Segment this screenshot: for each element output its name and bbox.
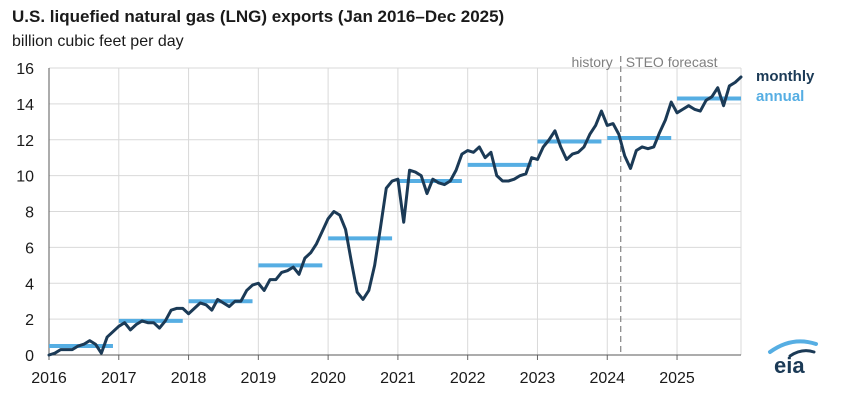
- monthly-series: [47, 75, 743, 357]
- y-tick-label: 14: [16, 97, 34, 114]
- x-tick-label: 2022: [450, 370, 486, 387]
- x-tick-label: 2016: [31, 370, 67, 387]
- y-tick-label: 16: [16, 61, 34, 78]
- y-tick-label: 2: [25, 312, 34, 329]
- x-tick-label: 2025: [659, 370, 695, 387]
- legend: monthly annual: [756, 68, 815, 105]
- forecast-label: STEO forecast: [626, 54, 718, 70]
- history-label: history: [571, 54, 612, 70]
- x-tick-label: 2021: [380, 370, 416, 387]
- gridlines: [48, 67, 742, 360]
- x-tick-label: 2024: [589, 370, 625, 387]
- eia-logo: eia: [768, 339, 818, 378]
- x-tick-label: 2023: [520, 370, 556, 387]
- y-tick-label: 12: [16, 133, 34, 150]
- x-tick-labels: 2016 2017 2018 2019 2020 2021 2022 2023 2024 2025: [31, 370, 695, 387]
- monthly-line: [47, 75, 743, 357]
- y-tick-label: 6: [25, 240, 34, 257]
- y-tick-labels: 0 2 4 6 8 10 12 14 16: [16, 61, 34, 365]
- forecast-divider-group: history STEO forecast: [571, 54, 718, 355]
- annual-series: [49, 96, 741, 349]
- eia-logo-swoosh-inner: [788, 349, 816, 358]
- legend-annual: annual: [756, 88, 804, 105]
- y-tick-label: 8: [25, 205, 34, 222]
- legend-monthly: monthly: [756, 68, 815, 85]
- x-tick-label: 2020: [310, 370, 346, 387]
- x-tick-label: 2019: [241, 370, 277, 387]
- chart-subtitle: billion cubic feet per day: [12, 33, 184, 50]
- eia-logo-swoosh-outer: [768, 339, 818, 354]
- axes: [48, 68, 741, 356]
- x-tick-label: 2018: [171, 370, 207, 387]
- y-tick-label: 4: [25, 276, 34, 293]
- chart-title: U.S. liquefied natural gas (LNG) exports…: [12, 7, 505, 26]
- x-tick-label: 2017: [101, 370, 137, 387]
- y-tick-label: 0: [25, 348, 34, 365]
- y-tick-label: 10: [16, 169, 34, 186]
